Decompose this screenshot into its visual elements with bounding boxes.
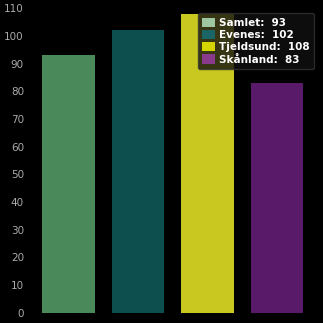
- Bar: [251, 83, 303, 313]
- Bar: [112, 30, 164, 313]
- Bar: [42, 55, 95, 313]
- Legend: Samlet:  93, Evenes:  102, Tjeldsund:  108, Skånland:  83: Samlet: 93, Evenes: 102, Tjeldsund: 108,…: [198, 13, 314, 69]
- Bar: [182, 14, 234, 313]
